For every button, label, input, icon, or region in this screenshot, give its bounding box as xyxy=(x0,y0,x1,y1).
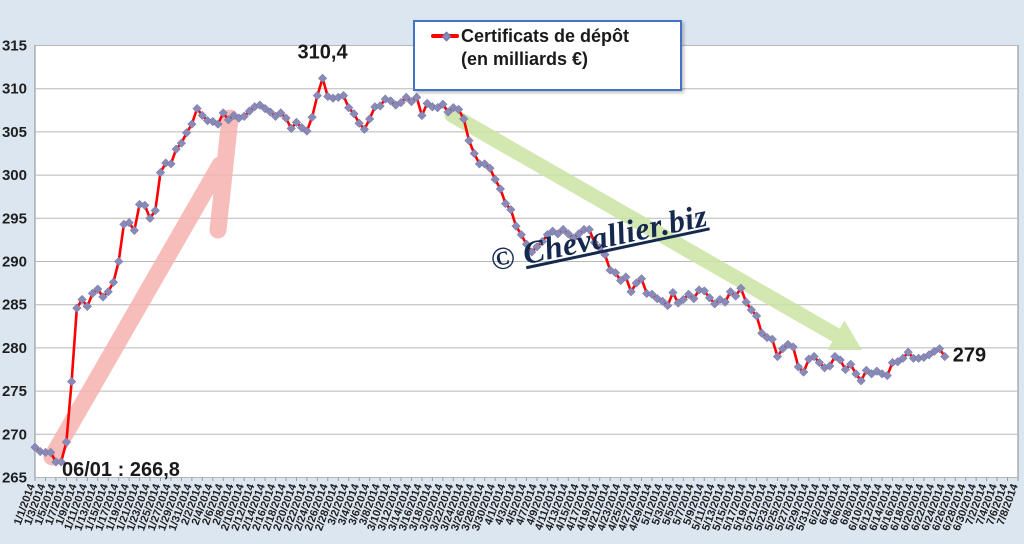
svg-text:295: 295 xyxy=(2,210,27,227)
svg-text:310: 310 xyxy=(2,81,27,98)
svg-text:285: 285 xyxy=(2,297,27,314)
svg-text:310,4: 310,4 xyxy=(298,41,349,63)
svg-text:279: 279 xyxy=(953,345,986,367)
svg-text:06/01 : 266,8: 06/01 : 266,8 xyxy=(62,459,180,481)
svg-text:280: 280 xyxy=(2,340,27,357)
svg-text:290: 290 xyxy=(2,254,27,271)
svg-text:300: 300 xyxy=(2,167,27,184)
svg-text:315: 315 xyxy=(2,38,27,55)
svg-text:305: 305 xyxy=(2,124,27,141)
svg-text:270: 270 xyxy=(2,426,27,443)
svg-text:265: 265 xyxy=(2,470,27,487)
svg-text:275: 275 xyxy=(2,383,27,400)
